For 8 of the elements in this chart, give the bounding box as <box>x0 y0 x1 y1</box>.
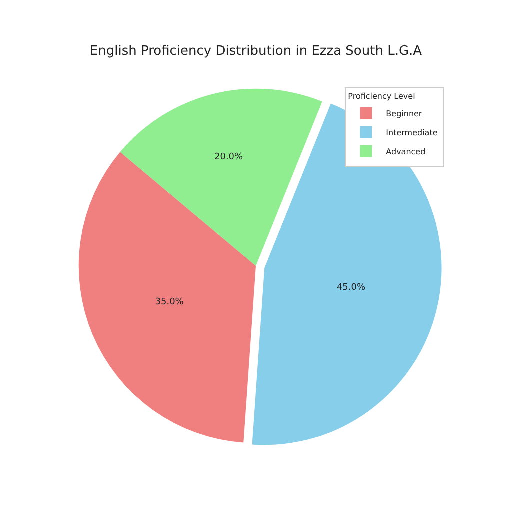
legend-label: Advanced <box>386 147 426 156</box>
data-label: 45.0% <box>336 283 366 294</box>
legend-title: Proficiency Level <box>348 92 416 101</box>
data-label: 20.0% <box>214 152 244 163</box>
legend-label: Beginner <box>386 109 423 118</box>
data-label: 35.0% <box>155 298 184 308</box>
chart-title: English Proficiency Distribution in Ezza South L.G.A <box>90 44 422 60</box>
legend-label: Intermediate <box>386 128 438 138</box>
